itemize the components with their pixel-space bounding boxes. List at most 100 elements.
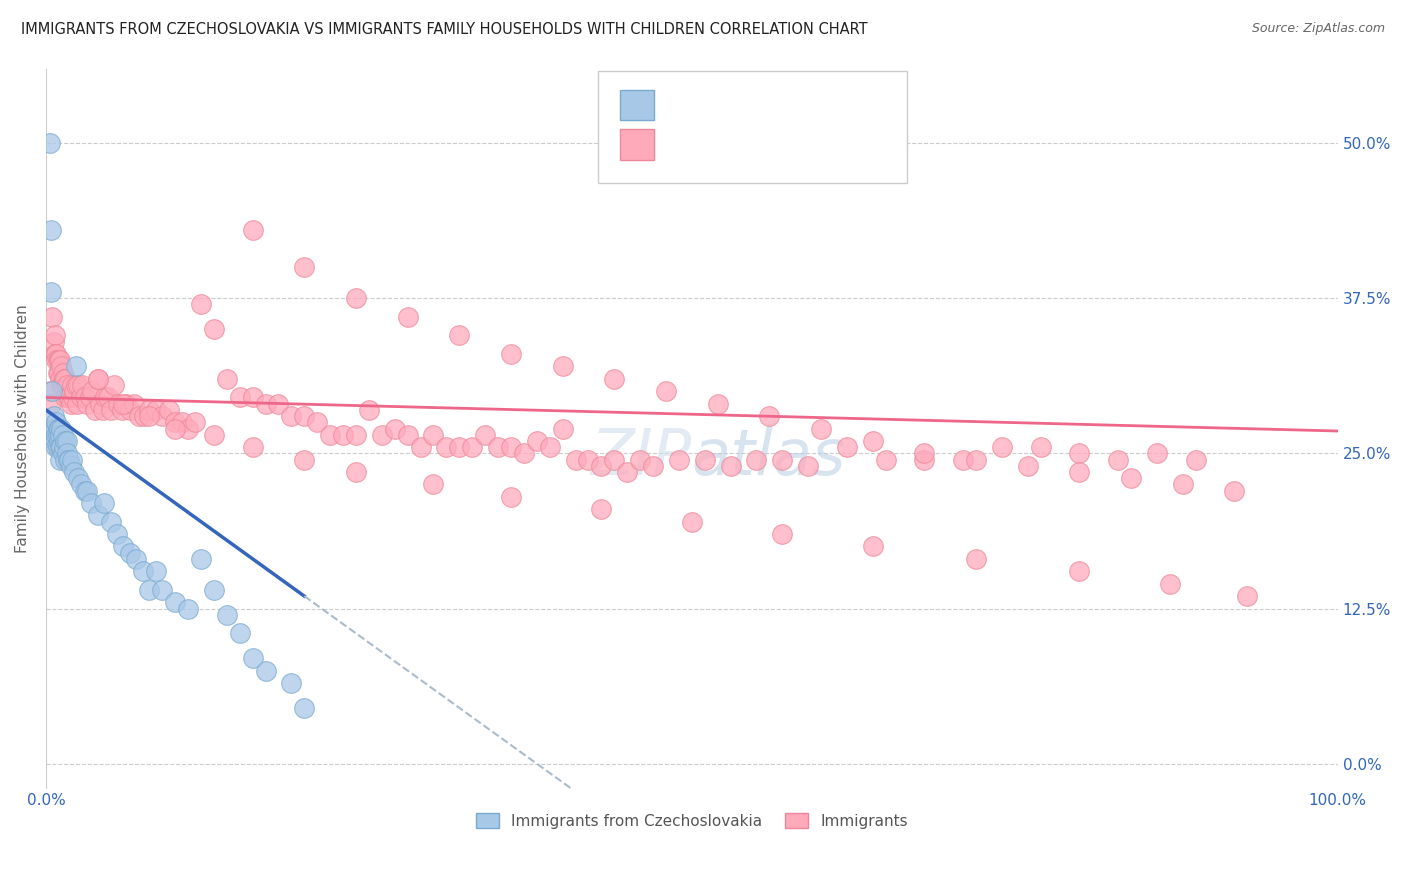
Point [48,421,70,435]
Point [202,427,225,442]
Point [190,297,212,311]
Point [84,403,107,417]
Point [280,409,302,423]
Point [48,353,70,368]
Point [875,452,897,467]
Point [100,403,122,417]
Point [1029,440,1052,454]
Point [46,427,69,442]
Point [242,651,264,665]
Point [58,391,80,405]
Point [122,397,145,411]
Point [952,452,974,467]
Point [138,582,160,597]
Point [52,378,75,392]
Point [53,372,76,386]
Point [603,452,626,467]
Point [720,458,742,473]
Point [215,607,238,622]
Point [45,440,67,454]
Point [41,427,63,442]
Text: -0.208: -0.208 [700,96,765,114]
Point [52,446,75,460]
Point [107,397,129,411]
Point [118,546,141,560]
Point [41,384,63,399]
Point [183,415,205,429]
Point [60,452,83,467]
Point [693,452,716,467]
Point [73,391,96,405]
Point [616,465,638,479]
Point [912,446,935,460]
Point [70,378,93,392]
Point [48,366,70,380]
Point [79,391,101,405]
Point [422,477,444,491]
Point [1119,471,1142,485]
Point [526,434,548,448]
Point [49,452,72,467]
Point [1159,576,1181,591]
Point [1069,465,1091,479]
Point [93,496,115,510]
Text: N =: N = [787,136,824,153]
Point [51,440,73,454]
Point [56,391,79,405]
Point [591,458,613,473]
Point [319,427,342,442]
Point [42,421,65,435]
Point [150,409,173,423]
Point [499,347,522,361]
Point [564,452,586,467]
Point [157,403,180,417]
Point [1171,477,1194,491]
Point [434,440,457,454]
Point [332,427,354,442]
Point [100,515,122,529]
Point [112,540,135,554]
Point [165,595,187,609]
Text: IMMIGRANTS FROM CZECHOSLOVAKIA VS IMMIGRANTS FAMILY HOUSEHOLDS WITH CHILDREN COR: IMMIGRANTS FROM CZECHOSLOVAKIA VS IMMIGR… [21,22,868,37]
Point [409,440,432,454]
Point [51,359,73,374]
Point [73,483,96,498]
Point [39,285,62,299]
Point [97,391,120,405]
Point [499,490,522,504]
Point [56,452,79,467]
Point [51,421,73,435]
Point [170,415,193,429]
Point [190,552,212,566]
Point [76,397,98,411]
Text: -0.093: -0.093 [700,136,765,153]
Point [228,391,250,405]
Point [138,409,160,423]
Text: R =: R = [661,96,697,114]
Point [118,403,141,417]
Point [49,440,72,454]
Point [145,403,167,417]
Point [449,440,471,454]
Point [202,322,225,336]
Point [125,552,148,566]
Point [49,353,72,368]
Point [39,223,62,237]
Point [112,397,135,411]
Point [1184,452,1206,467]
Legend: Immigrants from Czechoslovakia, Immigrants: Immigrants from Czechoslovakia, Immigran… [470,806,914,835]
Point [797,458,820,473]
Point [45,347,67,361]
Point [134,409,156,423]
Point [82,384,104,399]
Point [912,452,935,467]
Point [49,372,72,386]
Point [344,291,367,305]
Text: 62: 62 [827,95,853,115]
Point [254,664,277,678]
Point [486,440,509,454]
Point [242,391,264,405]
Point [44,328,66,343]
Point [138,403,160,417]
Point [499,440,522,454]
